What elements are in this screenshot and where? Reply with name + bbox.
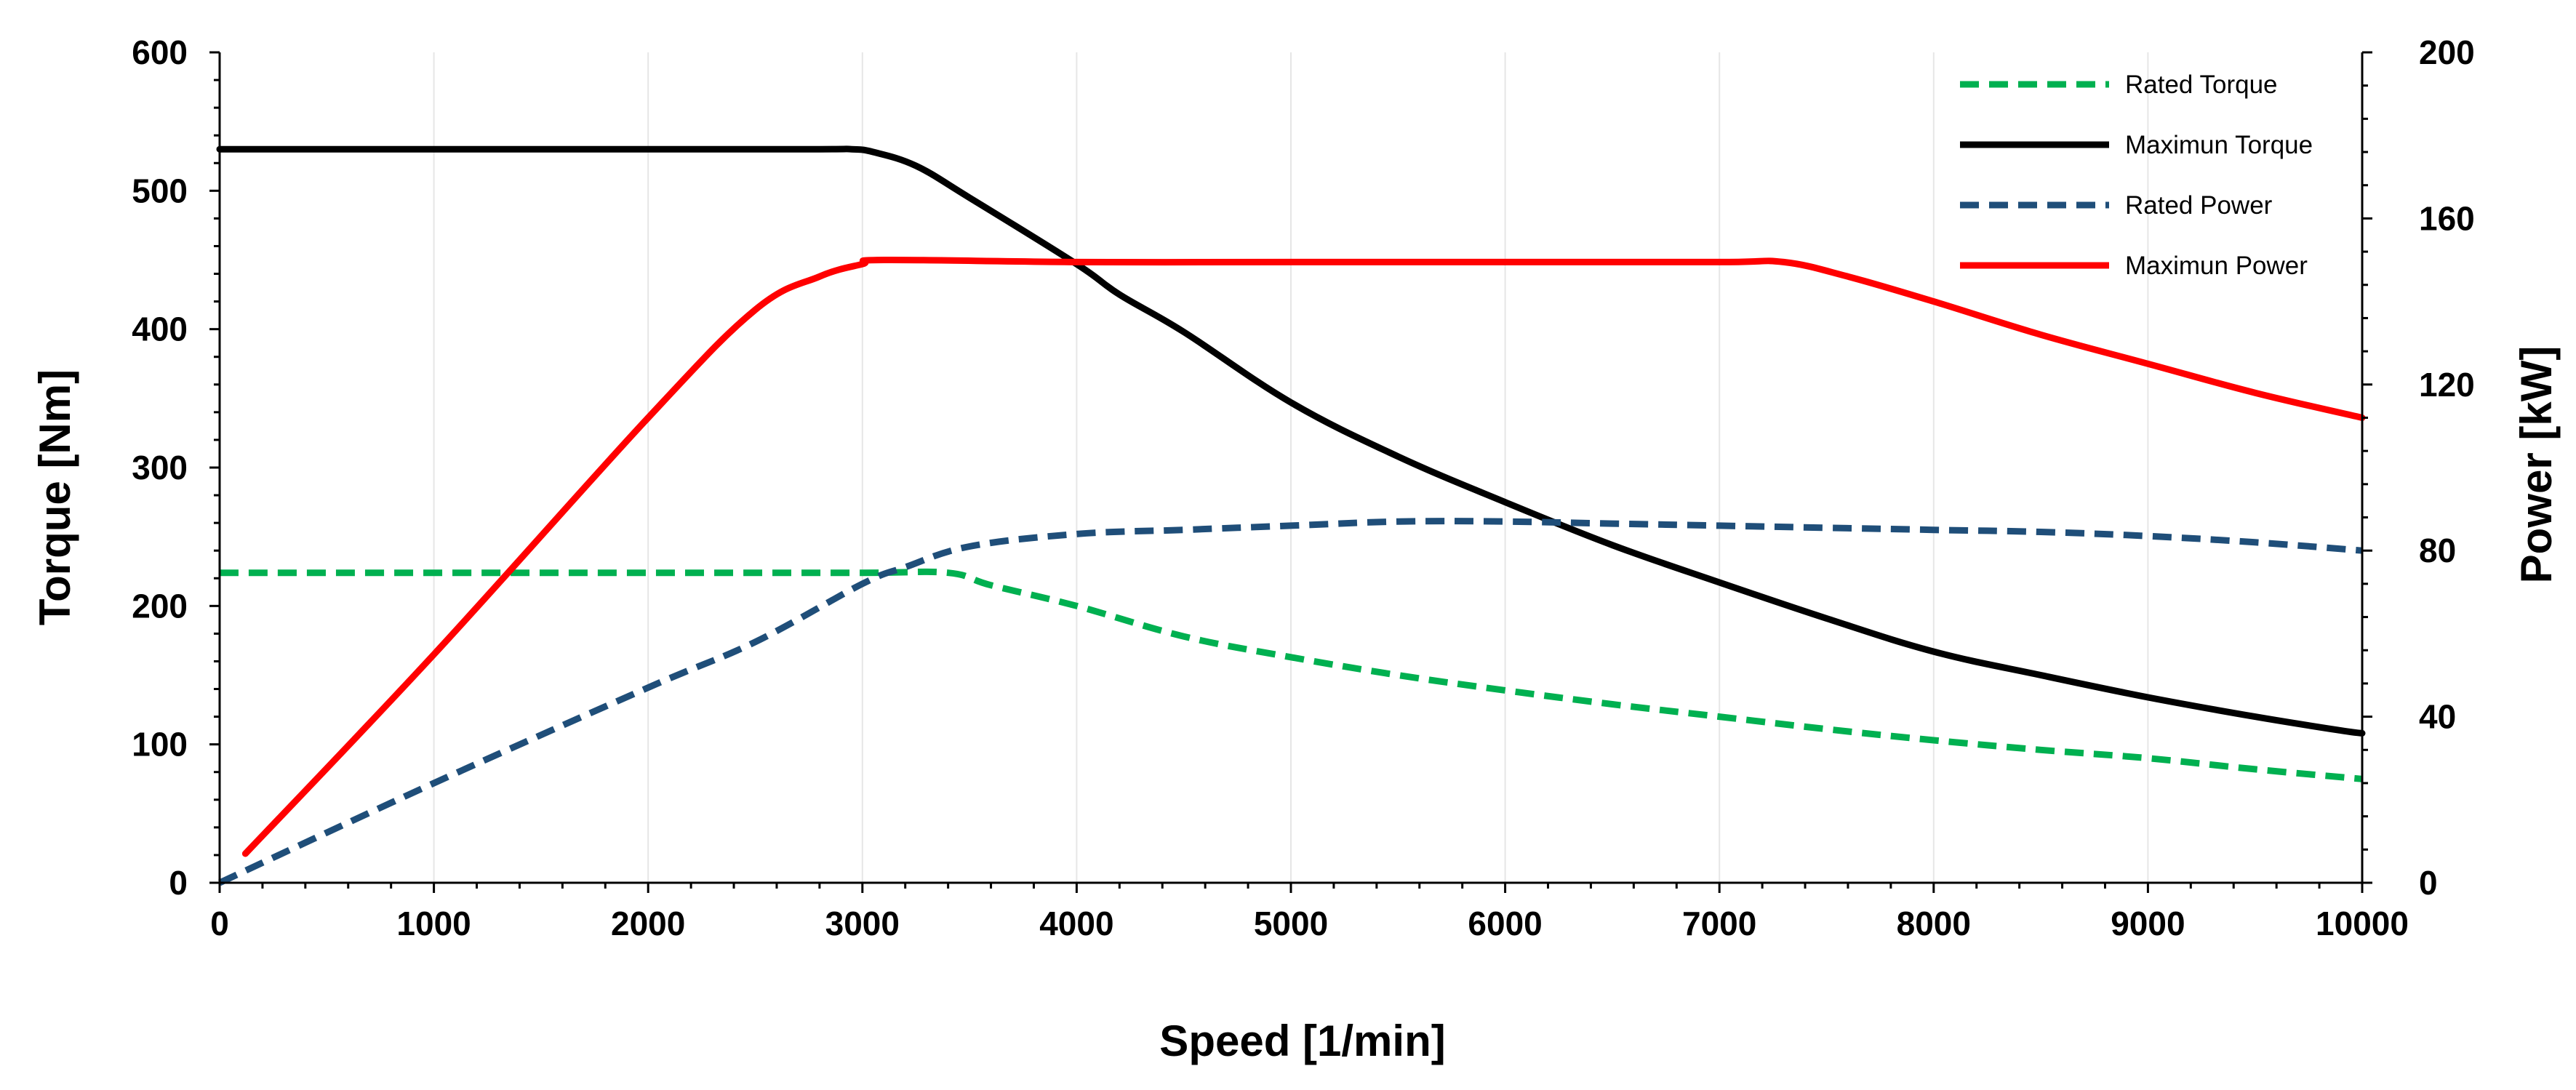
y2-tick-label: 0 <box>2419 864 2438 902</box>
y-tick-label: 200 <box>132 587 188 625</box>
y2-tick-label: 160 <box>2419 199 2475 237</box>
y-axis-title: Torque [Nm] <box>31 369 79 625</box>
y-tick-label: 100 <box>132 726 188 764</box>
y-tick-label: 600 <box>132 33 188 71</box>
grid <box>433 52 2149 883</box>
x-tick-label: 1000 <box>396 905 471 942</box>
legend-label-rated-power: Rated Power <box>2125 191 2273 220</box>
x-tick-label: 0 <box>210 905 229 942</box>
axes: 0 1000 2000 3000 4000 5000 6000 7000 8000 9000 100… <box>132 33 2475 942</box>
legend-label-rated-torque: Rated Torque <box>2125 71 2278 99</box>
x-tick-label: 7000 <box>1682 905 1756 942</box>
series-line-rated-torque <box>220 568 2363 782</box>
y-tick-label: 500 <box>132 172 188 209</box>
y-tick-label: 300 <box>132 449 188 486</box>
x-tick-label: 5000 <box>1254 905 1328 942</box>
x-tick-label: 8000 <box>1897 905 1971 942</box>
series-line-rated-power <box>218 518 2363 886</box>
y-tick-label: 0 <box>169 864 188 902</box>
legend: Rated Torque Maximun Torque Rated Power Max… <box>1960 71 2313 280</box>
plot-area <box>216 145 2366 886</box>
series-line-maximun-torque <box>216 145 2366 737</box>
x-tick-label: 3000 <box>825 905 900 942</box>
y2-tick-label: 40 <box>2419 698 2456 736</box>
x-tick-label: 9000 <box>2111 905 2185 942</box>
series-line-maximun-power <box>241 256 2366 857</box>
y2-tick-label: 120 <box>2419 366 2475 404</box>
x-axis-title: Speed [1/min] <box>1159 1017 1445 1065</box>
legend-label-maximun-torque: Maximun Torque <box>2125 131 2313 159</box>
x-tick-label: 2000 <box>611 905 685 942</box>
y2-tick-label: 80 <box>2419 532 2456 569</box>
y-tick-label: 400 <box>132 310 188 348</box>
legend-label-maximun-power: Maximun Power <box>2125 252 2308 280</box>
y2-tick-label: 200 <box>2419 33 2475 71</box>
x-tick-label: 6000 <box>1468 905 1542 942</box>
y2-axis-title: Power [kW] <box>2512 346 2561 584</box>
x-tick-label: 4000 <box>1039 905 1113 942</box>
x-tick-label: 10000 <box>2316 905 2409 942</box>
